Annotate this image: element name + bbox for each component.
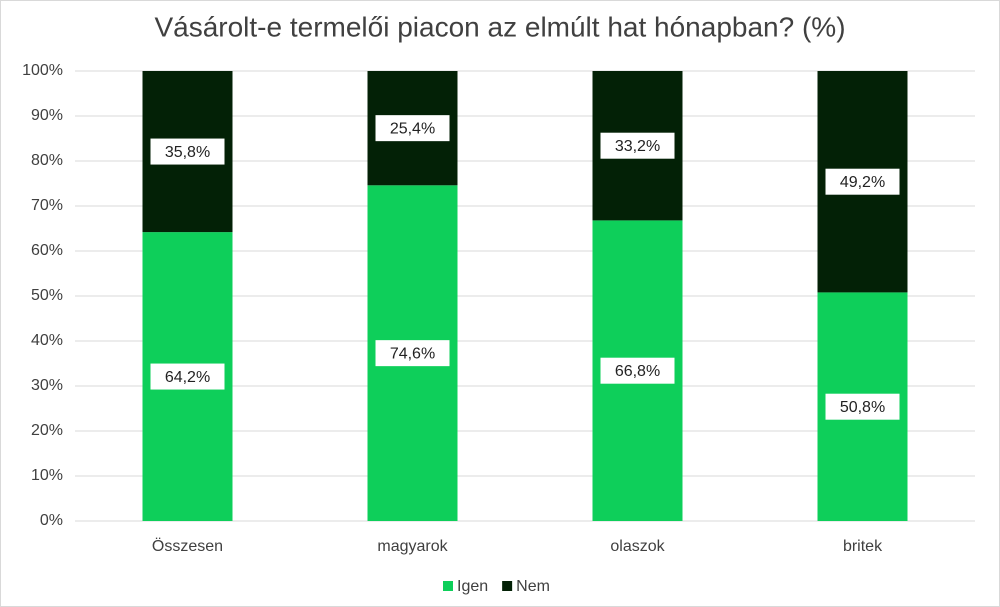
data-label-box xyxy=(600,132,675,159)
y-tick-label: 20% xyxy=(31,422,63,439)
y-tick-label: 100% xyxy=(22,62,63,79)
data-label-box xyxy=(375,340,450,367)
legend-swatch xyxy=(443,581,453,591)
x-tick-label: magyarok xyxy=(377,538,448,555)
y-tick-label: 30% xyxy=(31,377,63,394)
x-tick-label: olaszok xyxy=(610,538,665,555)
data-label: 49,2% xyxy=(840,174,885,191)
data-label: 66,8% xyxy=(615,363,660,380)
data-label-box xyxy=(150,138,225,165)
data-label-box xyxy=(375,115,450,142)
x-tick-label: Összesen xyxy=(152,537,223,555)
y-tick-label: 40% xyxy=(31,332,63,349)
y-tick-label: 0% xyxy=(40,512,63,529)
data-label: 74,6% xyxy=(390,345,435,362)
data-label: 64,2% xyxy=(165,369,210,386)
data-label-box xyxy=(600,357,675,384)
legend-swatch xyxy=(502,581,513,591)
data-label: 25,4% xyxy=(390,120,435,137)
y-tick-label: 80% xyxy=(31,152,63,169)
y-tick-label: 50% xyxy=(31,287,63,304)
data-label: 33,2% xyxy=(615,138,660,155)
data-label-box xyxy=(825,393,900,420)
y-tick-label: 10% xyxy=(31,467,63,484)
x-tick-label: britek xyxy=(843,538,883,555)
data-label-box xyxy=(150,363,225,390)
y-tick-label: 90% xyxy=(31,107,63,124)
legend-label: Nem xyxy=(516,578,550,595)
data-label: 50,8% xyxy=(840,399,885,416)
data-label-box xyxy=(825,168,900,195)
legend-label: Igen xyxy=(457,578,488,595)
chart-title: Vásárolt-e termelői piacon az elmúlt hat… xyxy=(154,11,845,42)
data-label: 35,8% xyxy=(165,144,210,161)
y-tick-label: 60% xyxy=(31,242,63,259)
y-tick-label: 70% xyxy=(31,197,63,214)
